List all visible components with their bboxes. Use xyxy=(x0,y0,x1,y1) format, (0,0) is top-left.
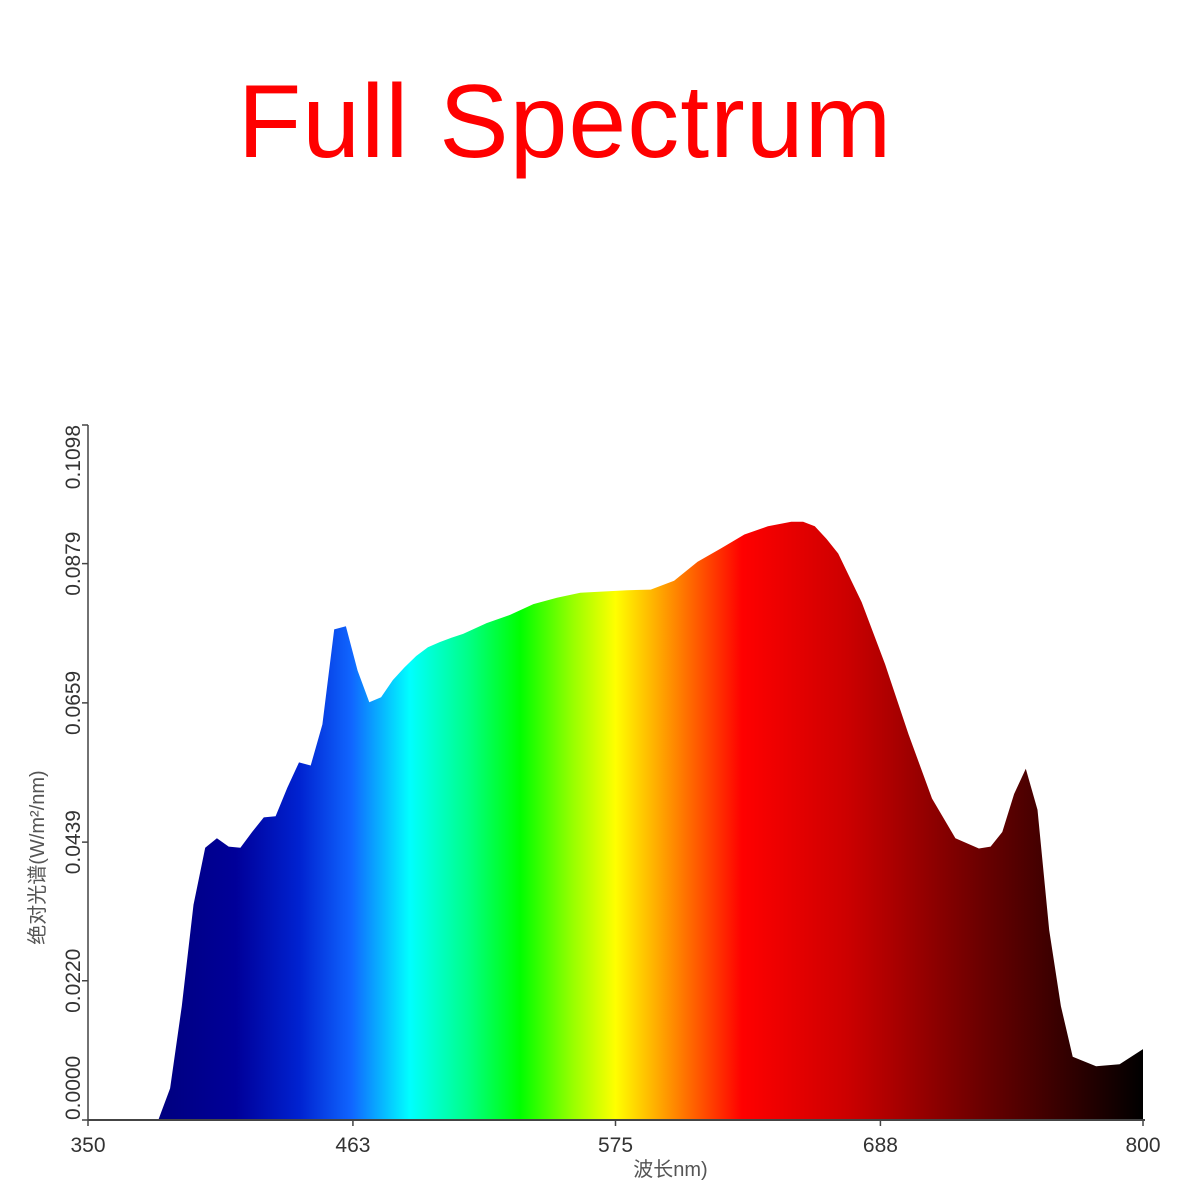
x-tick-label: 800 xyxy=(1125,1134,1160,1157)
chart-title: Full Spectrum xyxy=(237,64,893,180)
y-tick-label: 0.0659 xyxy=(62,671,85,735)
x-tick-label: 575 xyxy=(598,1134,633,1157)
y-tick-label: 0.0220 xyxy=(62,949,85,1013)
x-tick-label: 688 xyxy=(863,1134,898,1157)
y-ticks: 0.0000 0.0220 0.0439 0.0659 0.0879 0.1098 xyxy=(62,424,88,1121)
x-axis-title: 波长nm) xyxy=(633,1158,707,1181)
y-tick-label: 0.0000 xyxy=(62,1056,85,1120)
x-tick-label: 463 xyxy=(335,1134,370,1157)
y-tick-label: 0.1098 xyxy=(62,425,85,489)
y-tick-label: 0.0879 xyxy=(62,532,85,596)
spectrum-area xyxy=(88,521,1143,1120)
y-axis-title: 绝对光谱(W/m²/nm) xyxy=(26,770,49,944)
x-ticks: 350 463 575 688 800 xyxy=(70,1120,1161,1157)
y-tick-label: 0.0439 xyxy=(62,810,85,874)
x-tick-label: 350 xyxy=(70,1134,105,1157)
